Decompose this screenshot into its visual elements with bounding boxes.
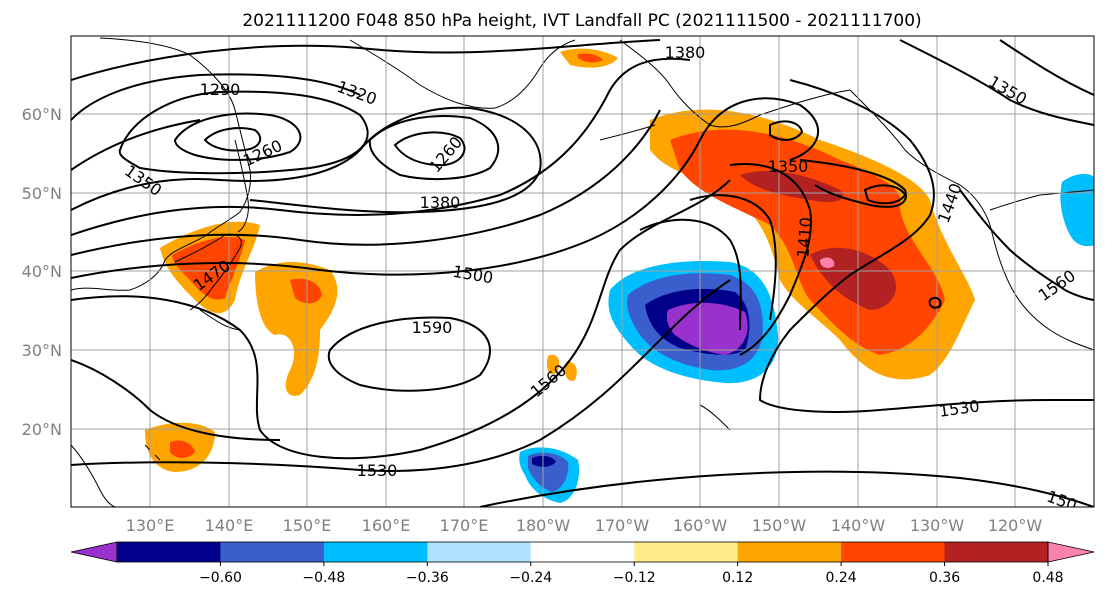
colorbar-swatch [323,542,428,562]
lat-tick-label: 50°N [22,184,62,203]
colorbar-extend-low [70,541,118,563]
colorbar-swatch [117,542,221,562]
lon-tick-label: 180°W [516,516,571,535]
coastlines [71,37,1094,507]
colorbar-swatch [841,542,946,562]
colorbar-swatch [944,542,1049,562]
colorbar-swatch [220,542,325,562]
ivt-negative-shading [519,173,1094,503]
lat-tick-label: 20°N [22,420,62,439]
contour-label: 1290 [200,80,241,99]
lon-tick-label: 170°W [595,516,650,535]
lon-tick-label: 140°E [205,516,254,535]
map-panel: 1380 1290 1320 1350 1260 1260 1350 1380 … [71,36,1094,507]
lon-tick-label: 170°E [440,516,489,535]
contour-label: 1350 [768,157,809,176]
figure-title: 2021111200 F048 850 hPa height, IVT Land… [242,11,921,31]
lon-tick-label: 160°E [362,516,411,535]
colorbar-tick-label: −0.60 [199,570,242,586]
contour-label: 1530 [357,461,398,480]
height-contours [71,39,1094,507]
contour-label: 1380 [420,193,461,212]
colorbar-tick-label: −0.48 [302,570,345,586]
colorbar-swatch [427,542,532,562]
contour-label: 1410 [793,216,815,258]
lon-tick-label: 140°W [831,516,886,535]
colorbar-tick-label: 0.12 [722,570,753,586]
lat-tick-label: 60°N [22,105,62,124]
lon-tick-label: 130°W [910,516,965,535]
contour-label: 1590 [412,318,453,337]
map-frame [70,35,1095,508]
lat-tick-label: 40°N [22,262,62,281]
contour-label: 1380 [665,43,706,62]
colorbar-tick-label: −0.36 [406,570,449,586]
lon-tick-label: 150°W [752,516,807,535]
colorbar-tick-label: 0.36 [929,570,960,586]
colorbar-tick-label: −0.24 [509,570,552,586]
longitude-labels: 130°E 140°E 150°E 160°E 170°E 180°W 170°… [126,516,1043,535]
colorbar-swatch [530,542,635,562]
colorbar-tick-label: 0.48 [1032,570,1063,586]
colorbar: −0.60 −0.48 −0.36 −0.24 −0.12 0.12 0.24 0.36 0.4… [70,541,1095,586]
colorbar-swatch [634,542,739,562]
colorbar-extend-high [1047,541,1095,563]
lon-tick-label: 120°W [988,516,1043,535]
colorbar-frame [116,541,1049,563]
colorbar-swatch [737,542,842,562]
lon-tick-label: 150°E [283,516,332,535]
latitude-labels: 60°N 50°N 40°N 30°N 20°N [22,105,62,439]
lon-tick-label: 130°E [126,516,175,535]
lat-tick-label: 30°N [22,341,62,360]
lon-tick-label: 160°W [673,516,728,535]
colorbar-tick-label: −0.12 [613,570,656,586]
colorbar-tick-label: 0.24 [826,570,857,586]
contour-labels: 1380 1290 1320 1350 1260 1260 1350 1380 … [121,43,1079,507]
